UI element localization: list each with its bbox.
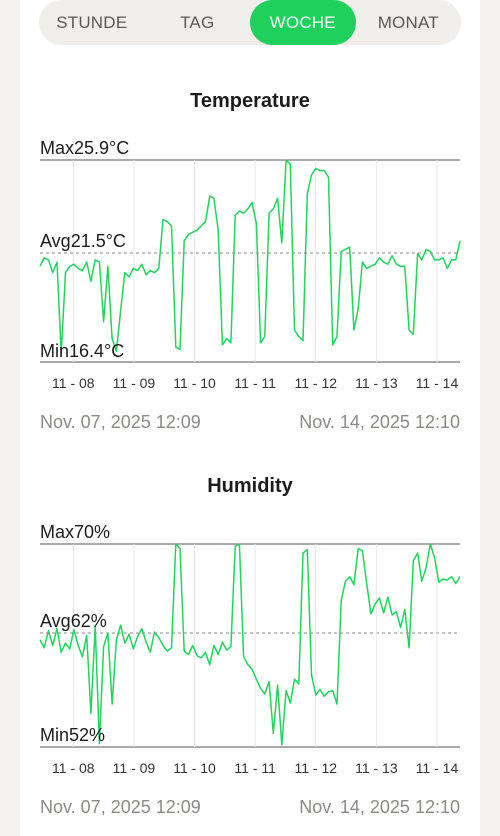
tab-monat[interactable]: MONAT	[377, 12, 439, 32]
min-label: Min16.4°C	[40, 341, 124, 361]
x-tick-label: 11 - 14	[416, 375, 459, 391]
x-tick-label: 11 - 12	[294, 760, 337, 776]
min-label: Min52%	[40, 725, 105, 745]
humidity-title: Humidity	[207, 475, 293, 497]
max-label: Max25.9°C	[40, 138, 129, 158]
temperature-series-line	[39, 159, 461, 355]
x-tick-label: 11 - 13	[355, 375, 398, 391]
temperature-chart: Max25.9°C Avg21.5°C Min16.4°C 11 - 08 11 …	[39, 138, 461, 391]
x-tick-label: 11 - 10	[173, 375, 216, 391]
x-tick-label: 11 - 11	[234, 760, 276, 776]
x-tick-label: 11 - 11	[234, 375, 276, 391]
temperature-end-time: Nov. 14, 2025 12:10	[299, 412, 460, 432]
time-range-tabs: STUNDE TAG WOCHE MONAT	[39, 0, 461, 45]
tab-woche[interactable]: WOCHE	[250, 0, 356, 45]
tab-stunde[interactable]: STUNDE	[56, 12, 128, 32]
avg-label: Avg62%	[40, 611, 107, 631]
humidity-start-time: Nov. 07, 2025 12:09	[40, 797, 201, 817]
avg-label: Avg21.5°C	[40, 231, 126, 251]
max-label: Max70%	[40, 522, 110, 542]
tab-tag[interactable]: TAG	[180, 12, 215, 32]
x-tick-label: 11 - 10	[173, 760, 216, 776]
humidity-time-range: Nov. 07, 2025 12:09 Nov. 14, 2025 12:10	[40, 797, 460, 818]
x-tick-label: 11 - 13	[355, 760, 398, 776]
temperature-time-range: Nov. 07, 2025 12:09 Nov. 14, 2025 12:10	[40, 412, 460, 433]
humidity-chart: Max70% Avg62% Min52% 11 - 08 11 - 09 11 - …	[39, 522, 461, 776]
x-tick-label: 11 - 09	[113, 375, 156, 391]
temperature-title: Temperature	[190, 90, 310, 112]
humidity-series-line	[39, 543, 461, 746]
x-tick-label: 11 - 08	[52, 375, 95, 391]
humidity-end-time: Nov. 14, 2025 12:10	[299, 797, 460, 817]
content-panel: STUNDE TAG WOCHE MONAT Temperature Max25…	[20, 0, 480, 836]
x-tick-label: 11 - 09	[113, 760, 156, 776]
temperature-start-time: Nov. 07, 2025 12:09	[40, 412, 201, 432]
x-tick-label: 11 - 12	[294, 375, 337, 391]
x-tick-label: 11 - 14	[416, 760, 459, 776]
x-tick-label: 11 - 08	[52, 760, 95, 776]
